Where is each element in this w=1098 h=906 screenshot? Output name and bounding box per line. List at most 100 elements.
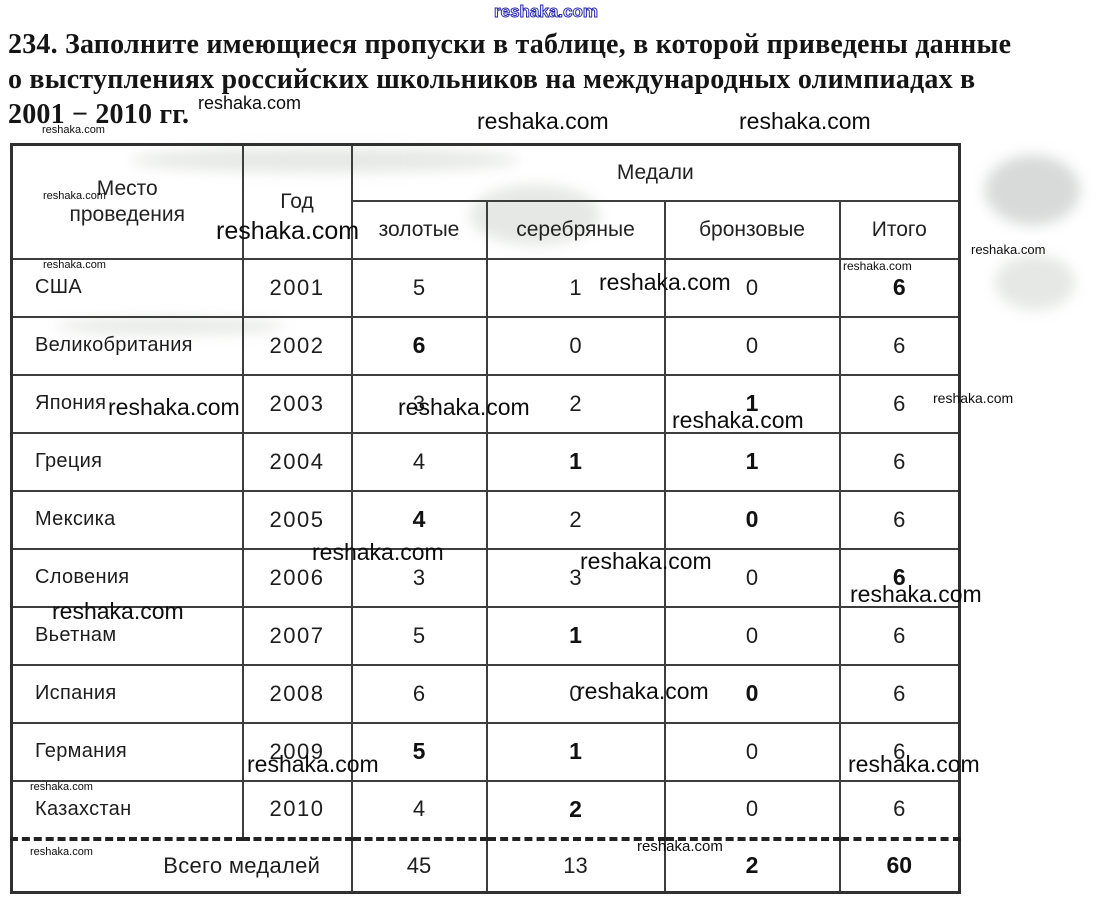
table-row: Германия 2009 5 1 0 6 <box>10 721 961 782</box>
watermark: reshaka.com <box>599 269 731 295</box>
medals-table: Место проведения Год Медали золотые сере… <box>10 143 961 894</box>
gold-cell: 4 <box>350 431 488 492</box>
total-row: Всего медалей 45 13 2 60 <box>10 836 961 894</box>
problem-statement: 234. Заполните имеющиеся пропуски в табл… <box>8 27 1078 132</box>
bronze-total-cell: 2 <box>663 836 841 894</box>
watermark: reshaka.com <box>312 539 444 565</box>
watermark: reshaka.com <box>198 93 302 113</box>
table-row: Мексика 2005 4 2 0 6 <box>10 489 961 550</box>
watermark: reshaka.com <box>52 598 184 624</box>
total-label: Всего медалей <box>10 836 353 894</box>
watermark: reshaka.com <box>580 548 712 574</box>
watermark: reshaka.com <box>108 394 240 420</box>
place-cell: Греция <box>10 431 244 492</box>
watermark: reshaka.com <box>30 846 93 858</box>
bronze-cell: 0 <box>663 257 841 318</box>
place-cell: Германия <box>10 721 244 782</box>
place-cell: Великобритания <box>10 315 244 376</box>
year-cell: 2008 <box>241 663 353 724</box>
watermark: reshaka.com <box>672 407 804 433</box>
bronze-cell: 1 <box>663 373 841 434</box>
gold-cell: 5 <box>350 257 488 318</box>
year-cell: 2003 <box>241 373 353 434</box>
watermark: reshaka.com <box>494 2 599 21</box>
problem-line: 234. Заполните имеющиеся пропуски в табл… <box>8 29 1012 60</box>
table-row: Испания 2008 6 0 0 6 <box>10 663 961 724</box>
table-row: США 2001 5 1 0 6 <box>10 257 961 318</box>
gold-cell: 3 <box>350 373 488 434</box>
silver-total-cell: 13 <box>485 836 666 894</box>
silver-cell: 1 <box>485 605 666 666</box>
gold-cell: 3 <box>350 547 488 608</box>
total-cell: 6 <box>838 257 961 318</box>
bronze-cell: 0 <box>663 489 841 550</box>
scan-smudge <box>995 255 1075 310</box>
header-row-2: золотые серебряные бронзовые Итого <box>12 199 961 260</box>
gold-cell: 4 <box>350 489 488 550</box>
total-cell: 6 <box>838 721 961 782</box>
silver-cell: 1 <box>485 431 666 492</box>
col-header-medals: Медали <box>350 143 961 202</box>
silver-cell: 1 <box>485 257 666 318</box>
silver-cell: 2 <box>485 373 666 434</box>
silver-cell: 2 <box>485 779 666 840</box>
table-row: Вьетнам 2007 5 1 0 6 <box>10 605 961 666</box>
gold-cell: 4 <box>350 779 488 840</box>
table-row: Греция 2004 4 1 1 6 <box>10 431 961 492</box>
watermark: reshaka.com <box>247 751 379 777</box>
place-cell: Япония <box>10 373 244 434</box>
gold-cell: 6 <box>350 315 488 376</box>
year-cell: 2001 <box>241 257 353 318</box>
gold-cell: 6 <box>350 663 488 724</box>
header-row-1: Место проведения Год Медали <box>10 143 961 260</box>
watermark: reshaka.com <box>30 781 93 793</box>
gold-cell: 5 <box>350 605 488 666</box>
year-cell: 2009 <box>241 721 353 782</box>
year-cell: 2010 <box>241 779 353 840</box>
total-cell: 6 <box>838 373 961 434</box>
total-cell: 6 <box>838 605 961 666</box>
watermark: reshaka.com <box>637 838 723 855</box>
watermark: reshaka.com <box>43 259 106 271</box>
watermark: reshaka.com <box>933 390 1014 406</box>
silver-cell: 3 <box>485 547 666 608</box>
table-row: Словения 2006 3 3 0 6 <box>10 547 961 608</box>
gold-cell: 5 <box>350 721 488 782</box>
total-cell: 6 <box>838 431 961 492</box>
problem-line: 2001 − 2010 гг. <box>8 99 190 130</box>
col-header-year: Год <box>241 143 353 260</box>
col-header-bronze: бронзовые <box>663 199 841 260</box>
total-cell: 6 <box>838 663 961 724</box>
watermark: reshaka.com <box>216 217 360 245</box>
watermark: reshaka.com <box>850 581 982 607</box>
gold-total-cell: 45 <box>350 836 488 894</box>
bronze-cell: 0 <box>663 315 841 376</box>
bronze-cell: 0 <box>663 605 841 666</box>
watermark: reshaka.com <box>477 108 609 134</box>
place-cell: Словения <box>10 547 244 608</box>
watermark: reshaka.com <box>42 124 105 136</box>
total-cell: 6 <box>838 315 961 376</box>
place-cell: Казахстан <box>10 779 244 840</box>
problem-line: о выступлениях российских школьников на … <box>8 64 976 95</box>
table-row: Великобритания 2002 6 0 0 6 <box>10 315 961 376</box>
silver-cell: 0 <box>485 663 666 724</box>
bronze-cell: 0 <box>663 779 841 840</box>
place-cell: Мексика <box>10 489 244 550</box>
total-cell: 6 <box>838 489 961 550</box>
year-cell: 2007 <box>241 605 353 666</box>
watermark: reshaka.com <box>43 190 106 202</box>
year-cell: 2006 <box>241 547 353 608</box>
silver-cell: 0 <box>485 315 666 376</box>
total-cell: 6 <box>838 779 961 840</box>
watermark: reshaka.com <box>848 751 980 777</box>
bronze-cell: 0 <box>663 663 841 724</box>
table-row: Япония 2003 3 2 1 6 <box>10 373 961 434</box>
silver-cell: 2 <box>485 489 666 550</box>
place-cell: США <box>10 257 244 318</box>
scan-smudge <box>985 155 1080 225</box>
bronze-cell: 1 <box>663 431 841 492</box>
col-header-total: Итого <box>838 199 961 260</box>
bronze-cell: 0 <box>663 721 841 782</box>
